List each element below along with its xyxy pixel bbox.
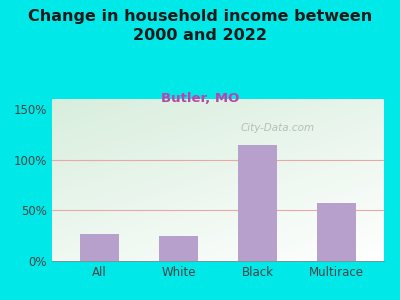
Text: Butler, MO: Butler, MO	[161, 92, 239, 104]
Text: Change in household income between
2000 and 2022: Change in household income between 2000 …	[28, 9, 372, 43]
Bar	[238, 145, 277, 261]
Text: City-Data.com: City-Data.com	[241, 123, 315, 133]
Bar	[159, 236, 198, 261]
Bar	[80, 234, 119, 261]
Bar	[317, 203, 356, 261]
